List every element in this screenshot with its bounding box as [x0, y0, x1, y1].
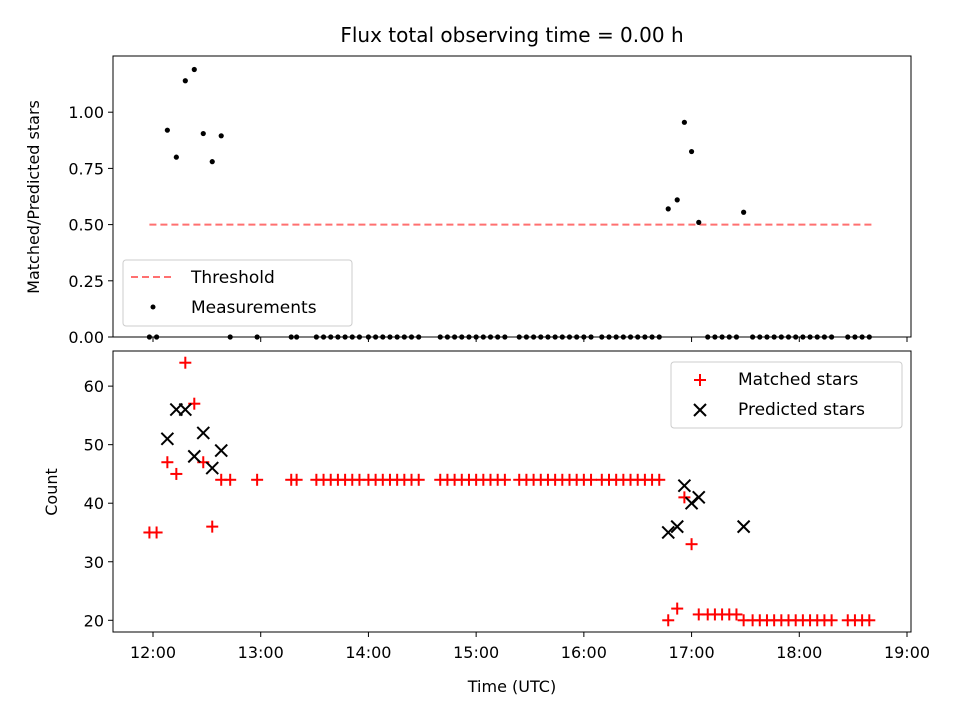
measurement-point — [674, 197, 680, 203]
measurement-point — [741, 209, 747, 215]
predicted-star-point — [677, 478, 692, 493]
matched-star-point — [825, 614, 838, 627]
predicted-star-point — [205, 461, 219, 475]
top-plot-layer: 0.00 0.25 0.50 0.75 1.00 — [68, 66, 908, 347]
bottom-x-tick-label: 13:00 — [238, 643, 284, 662]
bottom-legend-box — [670, 361, 903, 429]
measurement-point — [665, 206, 671, 212]
predicted-star-point — [178, 402, 193, 417]
measurement-point — [696, 219, 702, 225]
matched-star-point — [179, 356, 192, 369]
top-y-tick-label: 0.50 — [68, 216, 104, 235]
bottom-plot-layer: 20 30 40 50 60 12:00 13:00 14:00 15:00 16:00 17:00… — [84, 356, 930, 662]
top-plot-frame — [112, 55, 912, 338]
measurement-point — [164, 127, 170, 133]
predicted-star-point — [160, 432, 175, 446]
measurement-point — [200, 130, 206, 137]
predicted-star-point — [187, 449, 201, 464]
matched-star-point — [170, 467, 183, 480]
matched-star-point — [863, 614, 876, 627]
matched-star-point — [678, 491, 691, 504]
top-y-tick-label: 0.75 — [68, 159, 104, 178]
legend-measurements-swatch — [150, 304, 156, 310]
matched-star-point — [730, 608, 743, 621]
measurement-point — [209, 159, 215, 165]
top-y-axis-label: Matched/Predicted stars — [24, 100, 43, 294]
matched-star-point — [662, 614, 675, 627]
legend-predicted-swatch — [693, 403, 707, 417]
predicted-star-point — [196, 426, 210, 440]
matched-star-point — [251, 473, 264, 486]
bottom-y-tick-label: 60 — [84, 377, 104, 396]
predicted-star-point — [661, 525, 675, 540]
matched-star-point — [224, 473, 237, 486]
measurement-point — [681, 119, 687, 125]
bottom-x-tick-label: 18:00 — [776, 643, 822, 662]
bottom-x-tick-label: 14:00 — [345, 643, 391, 662]
matched-star-point — [653, 473, 666, 486]
matched-star-point — [161, 456, 174, 469]
legend-matched-label: Matched stars — [738, 370, 858, 390]
top-y-tick-label: 1.00 — [68, 103, 104, 122]
measurement-point — [173, 154, 179, 160]
bottom-x-tick-label: 12:00 — [130, 643, 176, 662]
bottom-plot-frame — [112, 350, 912, 633]
measurement-point — [218, 133, 224, 139]
top-y-tick-label: 0.00 — [68, 328, 104, 347]
predicted-star-point — [214, 443, 228, 458]
bottom-x-tick-label: 15:00 — [453, 643, 499, 662]
bottom-panel: 20 30 40 50 60 12:00 13:00 14:00 15:00 16:00 17:00… — [42, 350, 930, 696]
bottom-x-tick-label: 17:00 — [669, 643, 715, 662]
legend-measurements-label: Measurements — [191, 298, 317, 318]
predicted-star-point — [670, 519, 684, 534]
matched-star-point — [498, 473, 511, 486]
top-legend-box — [122, 259, 353, 327]
bottom-y-tick-label: 50 — [84, 436, 104, 455]
matched-star-point — [412, 473, 425, 486]
bottom-y-tick-label: 40 — [84, 494, 104, 513]
matched-star-point — [150, 526, 163, 539]
measurement-point — [688, 148, 695, 155]
bottom-x-tick-label: 19:00 — [884, 643, 930, 662]
measurement-point — [182, 78, 188, 84]
top-y-tick-label: 0.25 — [68, 272, 104, 291]
predicted-star-point — [692, 490, 706, 505]
measurement-point — [191, 66, 197, 73]
bottom-x-axis-label: Time (UTC) — [467, 677, 556, 696]
matched-star-point — [685, 538, 698, 551]
legend-matched-swatch — [694, 374, 706, 386]
predicted-star-point — [736, 519, 751, 534]
legend-threshold-label: Threshold — [190, 268, 275, 288]
legend-predicted-label: Predicted stars — [738, 400, 865, 420]
top-panel: Flux total observing time = 0.00 h 0.000… — [24, 23, 912, 347]
matched-star-point — [290, 473, 303, 486]
bottom-legend: Matched stars Predicted stars — [670, 361, 903, 429]
bottom-y-axis-label: Count — [42, 468, 61, 516]
bottom-y-tick-label: 30 — [84, 553, 104, 572]
bottom-y-tick-label: 20 — [84, 611, 104, 630]
top-chart-title: Flux total observing time = 0.00 h — [340, 23, 683, 47]
top-legend: Threshold Measurements — [122, 259, 353, 327]
matched-star-point — [206, 520, 219, 533]
matched-star-point — [585, 473, 598, 486]
matched-star-point — [671, 602, 684, 615]
bottom-x-tick-label: 16:00 — [561, 643, 607, 662]
